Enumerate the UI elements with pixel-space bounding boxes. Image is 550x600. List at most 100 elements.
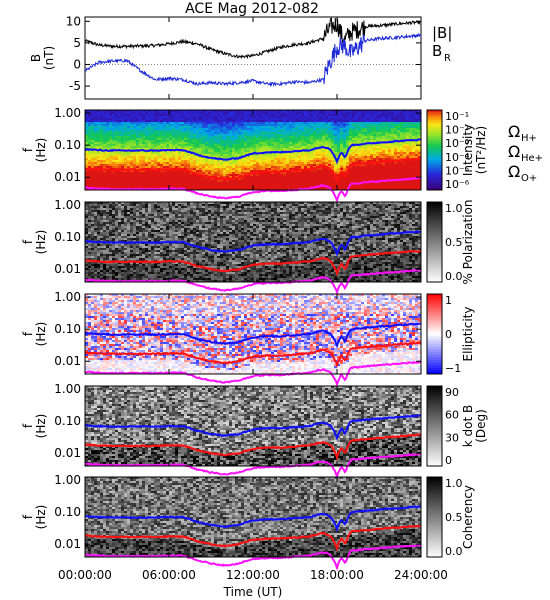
spectrogram-cell [250,150,254,153]
spectrogram-cell [349,158,353,161]
spectrogram-cell [199,114,203,117]
spectrogram-cell [139,128,143,131]
spectrogram-cell [100,110,104,113]
spectrogram-cell [346,166,350,169]
spectrogram-cell [85,128,89,131]
spectrogram-cell [109,174,113,177]
spectrogram-cell [268,160,272,163]
spectrogram-cell [250,130,254,133]
spectrogram-cell [163,128,167,131]
spectrogram-cell [205,170,209,173]
spectrogram-cell [214,188,218,191]
spectrogram-cell [304,126,308,129]
spectrogram-cell [274,172,278,175]
spectrogram-cell [349,172,353,175]
spectrogram-cell [331,160,335,163]
spectrogram-cell [130,124,134,127]
spectrogram-cell [316,144,320,147]
spectrogram-cell [298,164,302,167]
spectrogram-cell [154,132,158,135]
spectrogram-cell [91,122,95,125]
intensity-panel: 1.000.100.01f (Hz)10⁻¹10⁻²10⁻³10⁻⁴10⁻⁵10⁻… [21,106,488,203]
spectrogram-cell [340,126,344,129]
spectrogram-cell [208,166,212,169]
spectrogram-cell [280,140,284,143]
spectrogram-cell [364,116,368,119]
spectrogram-cell [340,182,344,185]
spectrogram-cell [109,182,113,185]
spectrogram-cell [322,180,326,183]
spectrogram-cell [106,126,110,129]
spectrogram-cell [103,136,107,139]
spectrogram-cell [136,186,140,189]
spectrogram-cell [340,128,344,131]
spectrogram-cell [340,118,344,121]
spectrogram-cell [97,180,101,183]
spectrogram-cell [340,186,344,189]
spectrogram-cell [193,160,197,163]
spectrogram-cell [160,150,164,153]
spectrogram-cell [208,150,212,153]
spectrogram-cell [148,170,152,173]
spectrogram-cell [289,158,293,161]
spectrogram-cell [283,152,287,155]
spectrogram-cell [289,124,293,127]
spectrogram-cell [199,118,203,121]
spectrogram-cell [316,142,320,145]
spectrogram-cell [256,144,260,147]
spectrogram-cell [112,132,116,135]
spectrogram-cell [343,138,347,141]
spectrogram-cell [181,176,185,179]
radial-field-line [84,32,422,88]
spectrogram-cell [295,120,299,123]
spectrogram-cell [142,128,146,131]
spectrogram-cell [271,180,275,183]
spectrogram-cell [220,182,224,185]
spectrogram-cell [235,174,239,177]
spectrogram-cell [322,176,326,179]
spectrogram-cell [97,164,101,167]
spectrogram-cell [280,110,284,113]
spectrogram-cell [145,130,149,133]
spectrogram-cell [184,182,188,185]
spectrogram-cell [262,126,266,129]
spectrogram-cell [196,166,200,169]
colorbar-label: Intensity [461,124,475,176]
spectrogram-cell [172,174,176,177]
spectrogram-cell [85,126,89,129]
spectrogram-cell [199,152,203,155]
spectrogram-cell [94,186,98,189]
spectrogram-cell [145,118,149,121]
spectrogram-cell [292,126,296,129]
spectrogram-cell [358,116,362,119]
spectrogram-cell [301,140,305,143]
spectrogram-cell [160,156,164,159]
spectrogram-cell [268,174,272,177]
spectrogram-cell [304,112,308,115]
spectrogram-cell [334,164,338,167]
spectrogram-cell [118,134,122,137]
spectrogram-cell [163,144,167,147]
spectrogram-cell [136,162,140,165]
spectrogram-cell [238,112,242,115]
spectrogram-cell [364,114,368,117]
spectrogram-cell [349,114,353,117]
spectrogram-cell [136,124,140,127]
spectrogram-cell [361,122,365,125]
spectrogram-cell [118,164,122,167]
spectrogram-cell [115,186,119,189]
spectrogram-cell [271,166,275,169]
spectrogram-cell [94,156,98,159]
spectrogram-cell [175,126,179,129]
spectrogram-cell [130,160,134,163]
spectrogram-cell [331,130,335,133]
spectrogram-cell [265,164,269,167]
spectrogram-cell [355,172,359,175]
spectrogram-cell [205,144,209,147]
spectrogram-cell [349,180,353,183]
spectrogram-cell [247,158,251,161]
spectrogram-cell [280,142,284,145]
spectrogram-cell [148,128,152,131]
spectrogram-cell [283,180,287,183]
